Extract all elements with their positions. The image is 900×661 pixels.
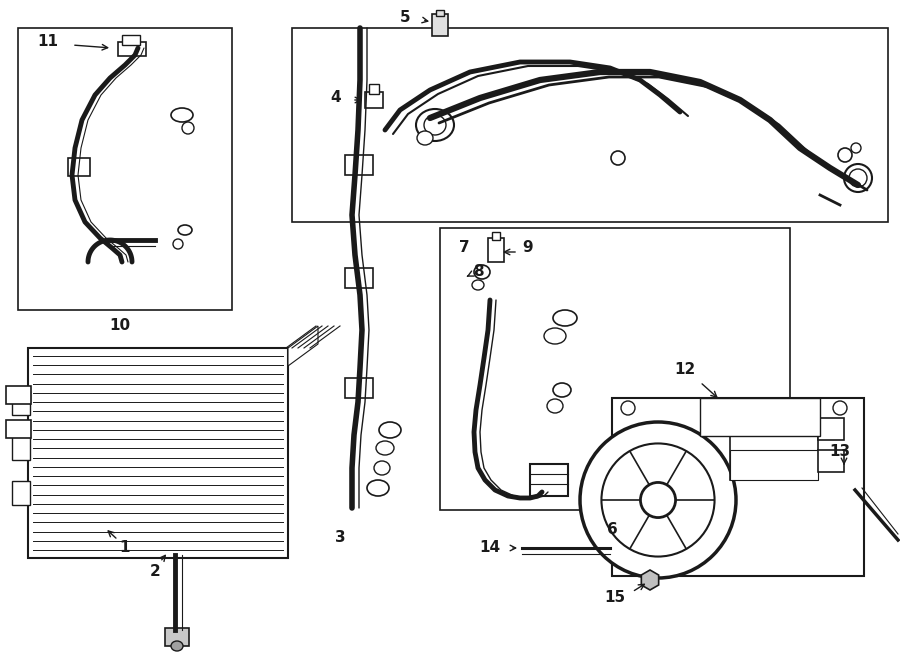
Bar bbox=[730, 450, 818, 480]
Text: 13: 13 bbox=[830, 444, 850, 459]
Ellipse shape bbox=[838, 148, 852, 162]
Ellipse shape bbox=[553, 310, 577, 326]
Ellipse shape bbox=[553, 383, 571, 397]
Bar bbox=[345, 378, 373, 398]
Ellipse shape bbox=[379, 422, 401, 438]
Text: 10: 10 bbox=[110, 318, 130, 333]
Bar bbox=[488, 238, 504, 262]
Bar bbox=[18, 28, 232, 310]
Ellipse shape bbox=[178, 225, 192, 235]
Bar bbox=[28, 348, 288, 558]
Text: 9: 9 bbox=[523, 241, 534, 256]
Bar bbox=[68, 158, 90, 176]
Bar bbox=[6, 386, 31, 404]
Text: 6: 6 bbox=[607, 522, 617, 537]
Bar bbox=[12, 481, 30, 505]
Text: 8: 8 bbox=[472, 264, 483, 280]
Ellipse shape bbox=[173, 239, 183, 249]
Bar bbox=[345, 268, 373, 288]
Ellipse shape bbox=[601, 444, 715, 557]
Ellipse shape bbox=[851, 143, 861, 153]
Ellipse shape bbox=[171, 641, 183, 651]
Bar bbox=[12, 391, 30, 415]
Ellipse shape bbox=[472, 280, 484, 290]
Ellipse shape bbox=[416, 109, 454, 141]
Polygon shape bbox=[288, 326, 318, 366]
Bar bbox=[612, 398, 864, 576]
Ellipse shape bbox=[424, 115, 446, 135]
Text: 3: 3 bbox=[335, 530, 346, 545]
Bar bbox=[345, 155, 373, 175]
Bar bbox=[12, 436, 30, 460]
Text: 11: 11 bbox=[38, 34, 58, 50]
Bar bbox=[700, 398, 820, 436]
Ellipse shape bbox=[833, 401, 847, 415]
Ellipse shape bbox=[376, 441, 394, 455]
Text: 12: 12 bbox=[674, 362, 696, 377]
Ellipse shape bbox=[374, 461, 390, 475]
Bar bbox=[6, 420, 31, 438]
Ellipse shape bbox=[844, 164, 872, 192]
Ellipse shape bbox=[641, 483, 676, 518]
Bar bbox=[432, 14, 448, 36]
Text: 15: 15 bbox=[605, 590, 626, 605]
Text: 5: 5 bbox=[400, 11, 410, 26]
Bar bbox=[165, 628, 189, 646]
Ellipse shape bbox=[171, 108, 193, 122]
Bar bbox=[818, 450, 844, 472]
Ellipse shape bbox=[182, 122, 194, 134]
Ellipse shape bbox=[474, 265, 490, 279]
Bar bbox=[440, 228, 790, 510]
Bar bbox=[730, 415, 818, 480]
Bar bbox=[530, 464, 568, 496]
Bar bbox=[436, 10, 444, 16]
Ellipse shape bbox=[544, 328, 566, 344]
Text: 14: 14 bbox=[480, 541, 500, 555]
Bar bbox=[365, 92, 383, 108]
Ellipse shape bbox=[611, 151, 625, 165]
Text: 2: 2 bbox=[149, 564, 160, 580]
Text: 4: 4 bbox=[330, 91, 341, 106]
Ellipse shape bbox=[621, 401, 635, 415]
Ellipse shape bbox=[417, 131, 433, 145]
Bar bbox=[292, 28, 888, 222]
Bar bbox=[122, 35, 140, 45]
Polygon shape bbox=[642, 570, 659, 590]
Ellipse shape bbox=[367, 480, 389, 496]
Ellipse shape bbox=[580, 422, 736, 578]
Text: 7: 7 bbox=[459, 241, 469, 256]
Text: 1: 1 bbox=[120, 541, 130, 555]
Ellipse shape bbox=[849, 169, 867, 187]
Bar bbox=[369, 84, 379, 94]
Bar bbox=[118, 42, 146, 56]
Bar bbox=[492, 232, 500, 240]
Ellipse shape bbox=[547, 399, 563, 413]
Bar bbox=[818, 418, 844, 440]
